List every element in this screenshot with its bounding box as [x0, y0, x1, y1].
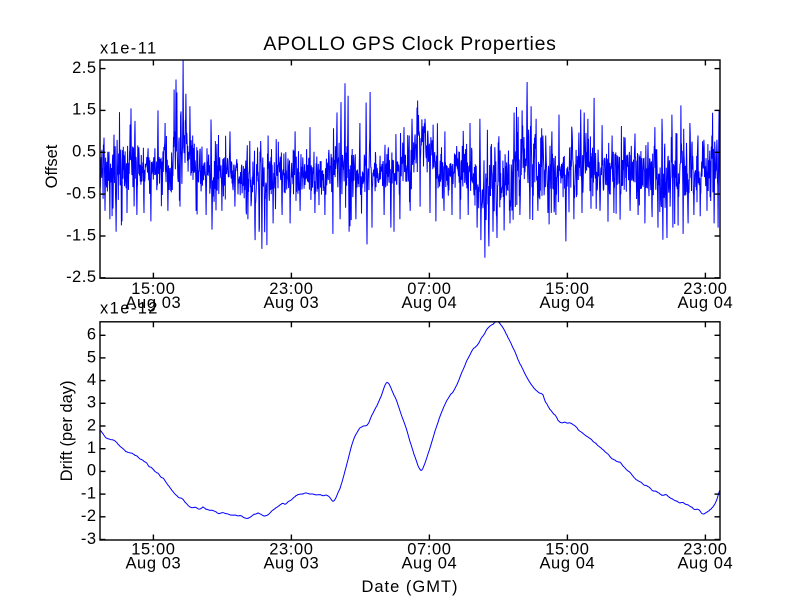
svg-text:Aug 03: Aug 03 — [263, 294, 319, 312]
svg-text:Aug 04: Aug 04 — [539, 294, 595, 312]
svg-text:Aug 04: Aug 04 — [677, 555, 733, 573]
svg-text:APOLLO GPS Clock Properties: APOLLO GPS Clock Properties — [263, 33, 556, 55]
svg-text:Aug 03: Aug 03 — [263, 555, 319, 573]
svg-text:-1: -1 — [81, 484, 97, 502]
svg-text:0.5: 0.5 — [72, 143, 96, 161]
svg-text:15:00: 15:00 — [131, 280, 175, 298]
svg-text:Aug 04: Aug 04 — [677, 294, 733, 312]
svg-text:6: 6 — [87, 326, 97, 344]
svg-text:Aug 04: Aug 04 — [401, 294, 457, 312]
svg-text:-3: -3 — [81, 530, 97, 548]
svg-text:1: 1 — [87, 439, 97, 457]
svg-text:0: 0 — [87, 462, 97, 480]
svg-text:4: 4 — [87, 371, 97, 389]
svg-text:2.5: 2.5 — [72, 59, 96, 77]
svg-text:15:00: 15:00 — [545, 541, 589, 559]
svg-text:-1.5: -1.5 — [66, 226, 96, 244]
svg-text:x1e-11: x1e-11 — [100, 40, 158, 58]
svg-text:15:00: 15:00 — [131, 541, 175, 559]
svg-text:3: 3 — [87, 394, 97, 412]
svg-text:23:00: 23:00 — [683, 541, 727, 559]
svg-text:1.5: 1.5 — [72, 101, 96, 119]
svg-text:23:00: 23:00 — [269, 541, 313, 559]
svg-text:2: 2 — [87, 416, 97, 434]
svg-text:Aug 04: Aug 04 — [401, 555, 457, 573]
svg-text:Aug 04: Aug 04 — [539, 555, 595, 573]
svg-text:07:00: 07:00 — [407, 541, 451, 559]
svg-text:23:00: 23:00 — [683, 280, 727, 298]
svg-text:23:00: 23:00 — [269, 280, 313, 298]
svg-text:5: 5 — [87, 348, 97, 366]
svg-text:x1e-12: x1e-12 — [100, 300, 159, 318]
svg-text:-0.5: -0.5 — [66, 184, 96, 202]
svg-text:07:00: 07:00 — [407, 280, 451, 298]
svg-text:Offset: Offset — [43, 144, 61, 188]
svg-text:Date (GMT): Date (GMT) — [361, 578, 458, 596]
svg-text:-2.5: -2.5 — [66, 268, 96, 286]
svg-text:Aug 03: Aug 03 — [125, 555, 181, 573]
svg-text:Aug 03: Aug 03 — [125, 294, 181, 312]
svg-text:-2: -2 — [81, 507, 97, 525]
svg-text:15:00: 15:00 — [545, 280, 589, 298]
svg-text:Drift (per day): Drift (per day) — [58, 380, 76, 481]
